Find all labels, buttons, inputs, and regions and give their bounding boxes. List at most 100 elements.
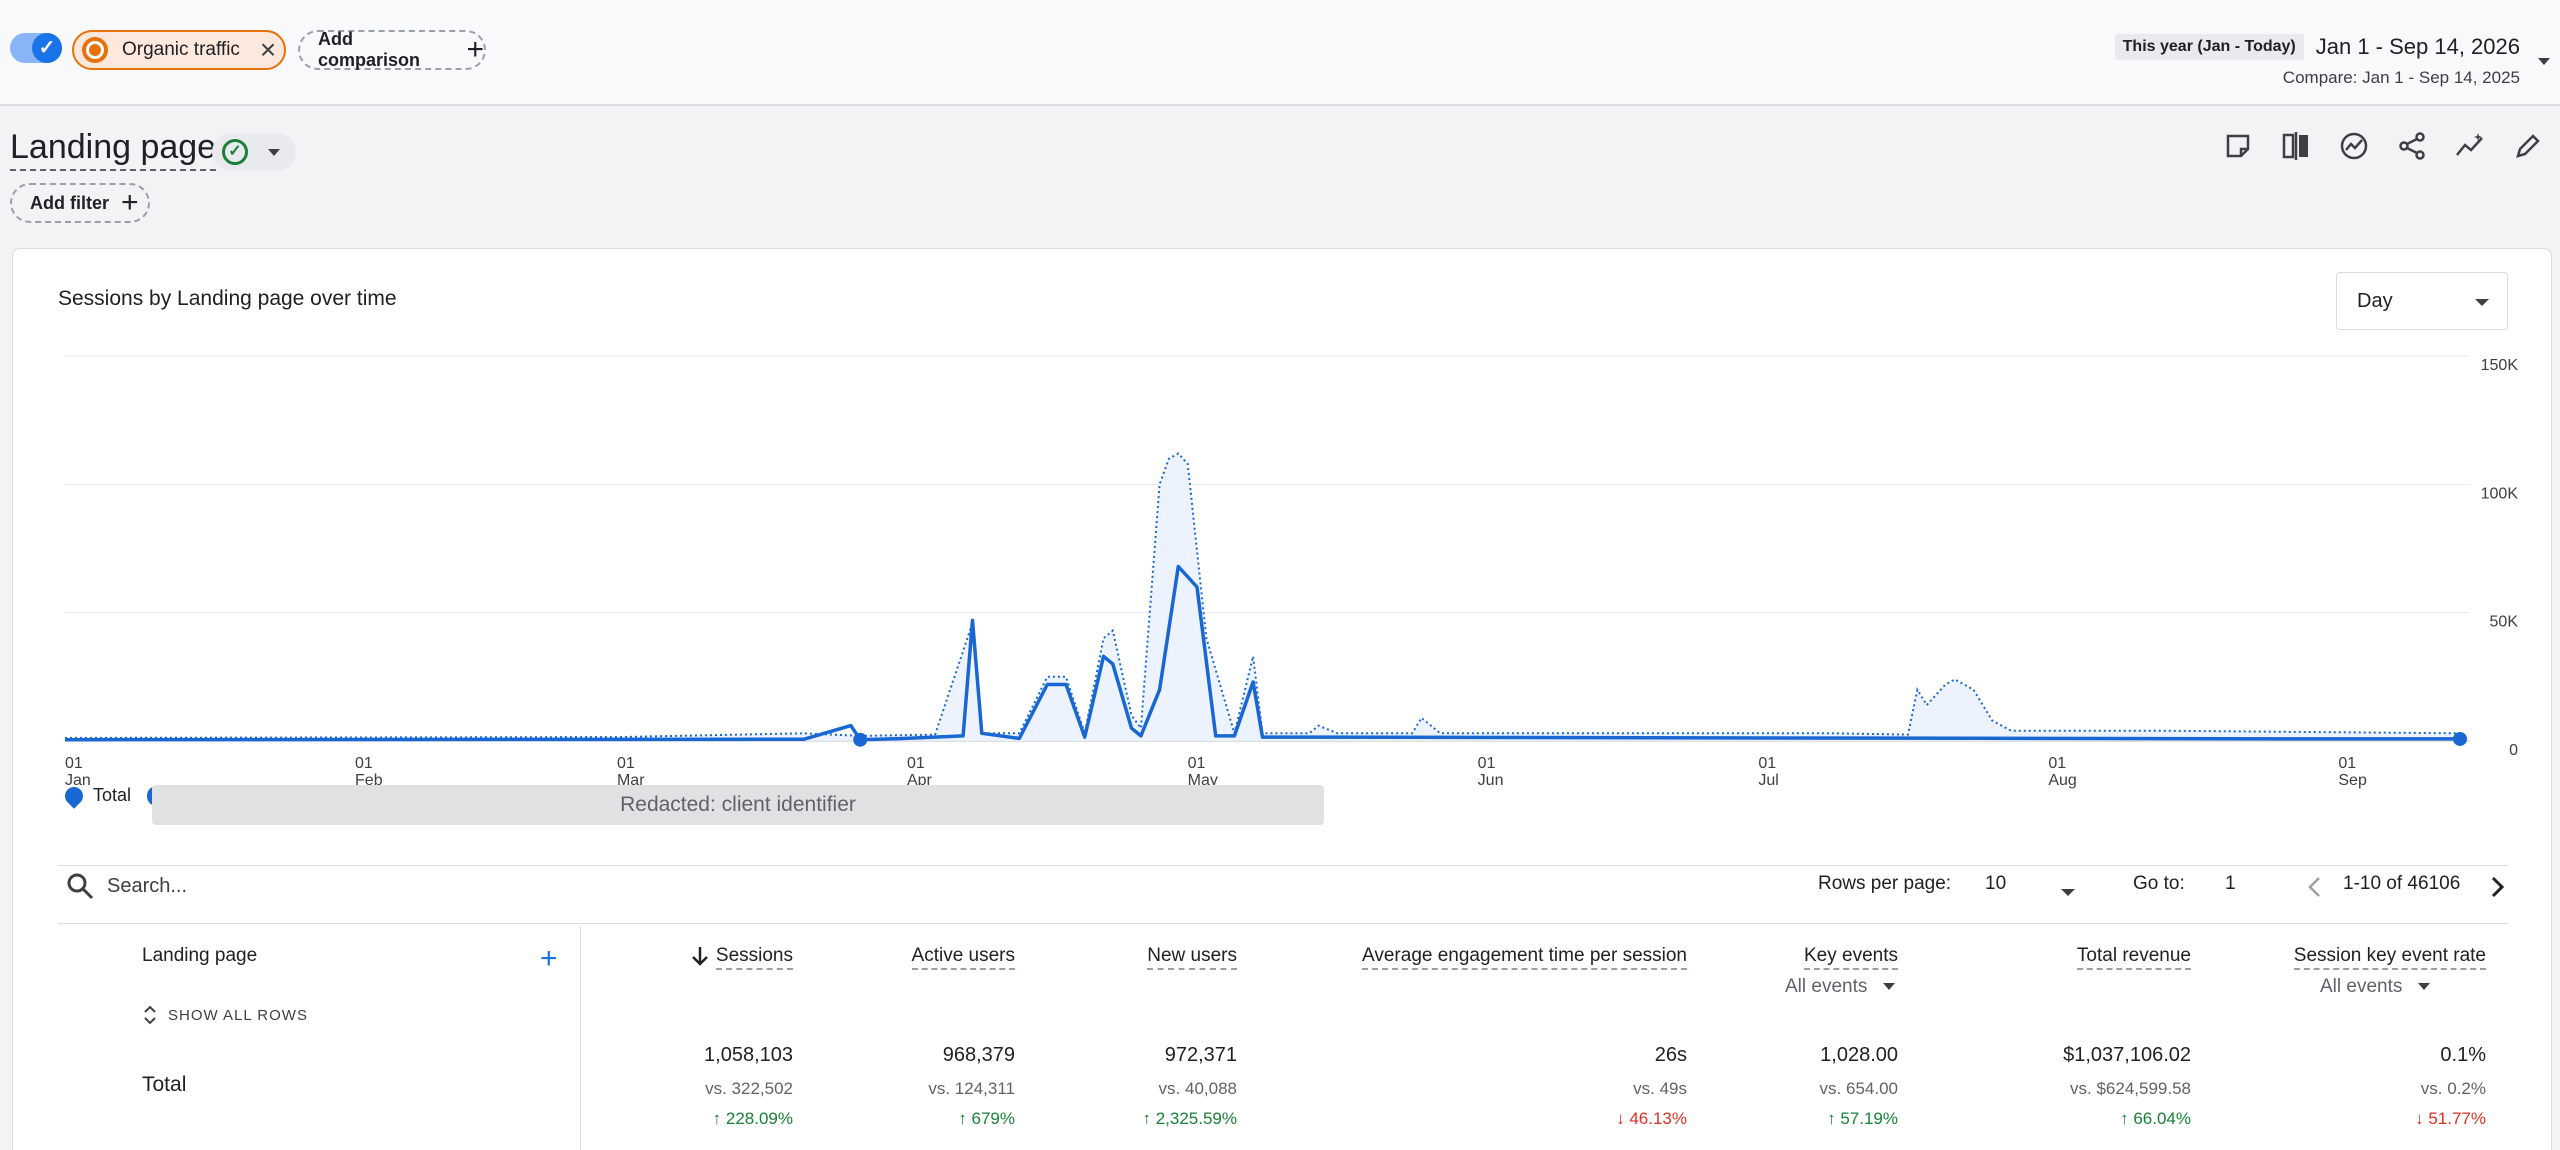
add-filter-label: Add filter xyxy=(30,192,109,213)
y-tick-label: 150K xyxy=(2481,357,2519,374)
y-tick-label: 0 xyxy=(2509,742,2518,759)
plus-icon: + xyxy=(121,186,139,219)
key-events-filter[interactable]: All events xyxy=(1785,976,1896,998)
column-header-key-events[interactable]: Key events xyxy=(1804,945,1898,970)
granularity-select[interactable]: Day xyxy=(2336,272,2508,330)
goto-input[interactable]: 1 xyxy=(2225,873,2236,894)
trend-icon[interactable] xyxy=(2452,128,2488,164)
legend-marker xyxy=(61,782,87,809)
chevron-down-icon[interactable] xyxy=(2538,58,2550,65)
plus-icon: + xyxy=(466,33,484,66)
show-all-rows-label: SHOW ALL ROWS xyxy=(168,1006,308,1024)
column-divider xyxy=(580,926,581,1150)
filter-value: All events xyxy=(2320,976,2403,997)
close-icon[interactable]: × xyxy=(259,34,277,65)
top-bar: ✓ Organic traffic × Add comparison + Thi… xyxy=(0,0,2560,106)
page-range: 1-10 of 46106 xyxy=(2343,873,2461,894)
segment-chip[interactable]: Organic traffic × xyxy=(72,30,286,70)
chevron-down-icon xyxy=(1883,983,1896,991)
add-dimension-icon[interactable]: + xyxy=(540,942,558,975)
comparison-value: vs. 654.00 xyxy=(1819,1079,1898,1098)
change-percent: ↓ 51.77% xyxy=(2415,1109,2486,1128)
add-comparison-button[interactable]: Add comparison + xyxy=(298,29,486,70)
change-percent: ↑ 66.04% xyxy=(2120,1109,2191,1128)
x-tick-label: 01 xyxy=(617,755,635,772)
column-name: Active users xyxy=(911,945,1015,970)
comparison-series-line xyxy=(64,452,2461,739)
report-status-dropdown[interactable]: ✓ xyxy=(212,133,296,171)
total-cell: 1,028.00 vs. 654.00 ↑ 57.19% xyxy=(1820,1044,1898,1129)
column-header-sessions[interactable]: Sessions xyxy=(690,945,793,971)
divider xyxy=(58,865,2508,866)
column-header-landing-page[interactable]: Landing page xyxy=(142,945,258,966)
column-header-active-users[interactable]: Active users xyxy=(911,945,1015,970)
show-all-rows-button[interactable]: SHOW ALL ROWS xyxy=(142,1004,308,1026)
column-header-session-key-event-rate[interactable]: Session key event rate xyxy=(2293,945,2486,970)
note-icon[interactable] xyxy=(2220,128,2256,164)
x-tick-label: 01 xyxy=(907,755,925,772)
column-name: New users xyxy=(1147,945,1237,970)
date-range-picker[interactable]: This year (Jan - Today) Jan 1 - Sep 14, … xyxy=(2114,34,2520,88)
comparison-value: vs. $624,599.58 xyxy=(2070,1079,2191,1098)
divider xyxy=(58,923,2508,924)
x-tick-label: 01 xyxy=(1188,755,1206,772)
column-header-avg-engagement[interactable]: Average engagement time per session xyxy=(1362,945,1687,970)
legend-total[interactable]: Total xyxy=(93,785,132,805)
chevron-down-icon[interactable] xyxy=(2061,889,2075,896)
segment-label: Organic traffic xyxy=(122,39,240,60)
x-tick-label: Apr xyxy=(907,772,933,789)
report-toolbar xyxy=(2220,128,2546,164)
chevron-down-icon xyxy=(2418,983,2431,991)
comparison-area xyxy=(65,453,2460,741)
segment-icon xyxy=(82,37,108,63)
y-tick-label: 50K xyxy=(2490,614,2519,631)
granularity-value: Day xyxy=(2357,289,2393,312)
total-value: $1,037,106.02 xyxy=(2063,1044,2191,1066)
chevron-down-icon xyxy=(268,148,280,156)
change-percent: ↑ 57.19% xyxy=(1827,1109,1898,1128)
total-value: 0.1% xyxy=(2440,1044,2486,1066)
column-name: Session key event rate xyxy=(2293,945,2486,970)
line-chart: 050K100K150K01Jan01Feb01Mar01Apr01May01J… xyxy=(64,355,2519,789)
chevron-left-icon[interactable] xyxy=(2305,875,2325,899)
total-cell: 0.1% vs. 0.2% ↓ 51.77% xyxy=(2415,1044,2486,1129)
total-value: 26s xyxy=(1654,1044,1687,1066)
add-filter-button[interactable]: Add filter + xyxy=(10,183,150,223)
annotation-marker xyxy=(853,732,868,747)
x-tick-label: Jul xyxy=(1758,772,1778,789)
edit-icon[interactable] xyxy=(2510,128,2546,164)
x-tick-label: 01 xyxy=(355,755,373,772)
rows-per-page-select[interactable]: 10 xyxy=(1985,873,2007,894)
column-header-new-users[interactable]: New users xyxy=(1147,945,1237,970)
x-tick-label: 01 xyxy=(1478,755,1496,772)
total-value: 1,058,103 xyxy=(704,1044,793,1066)
key-event-rate-filter[interactable]: All events xyxy=(2320,976,2431,998)
change-percent: ↑ 679% xyxy=(958,1109,1015,1128)
comparison-value: vs. 0.2% xyxy=(2420,1079,2486,1098)
goto-label: Go to: xyxy=(2133,873,2185,894)
x-tick-label: 01 xyxy=(2338,755,2356,772)
comparison-toggle[interactable]: ✓ xyxy=(10,33,62,63)
page-title[interactable]: Landing page xyxy=(10,128,217,171)
share-icon[interactable] xyxy=(2394,128,2430,164)
total-cell: 26s vs. 49s ↓ 46.13% xyxy=(1616,1044,1687,1129)
search-input[interactable] xyxy=(107,869,707,903)
x-tick-label: 01 xyxy=(1758,755,1776,772)
total-value: 1,028.00 xyxy=(1820,1044,1898,1066)
check-circle-icon: ✓ xyxy=(222,139,248,165)
compare-icon[interactable] xyxy=(2278,128,2314,164)
insights-icon[interactable] xyxy=(2336,128,2372,164)
comparison-value: vs. 49s xyxy=(1633,1079,1687,1098)
chevron-right-icon[interactable] xyxy=(2487,875,2507,899)
column-name: Key events xyxy=(1804,945,1898,970)
chart-title: Sessions by Landing page over time xyxy=(58,287,397,310)
filter-value: All events xyxy=(1785,976,1868,997)
expand-icon xyxy=(144,1005,156,1025)
report-card: Sessions by Landing page over time Day 0… xyxy=(12,248,2552,1150)
change-percent: ↑ 228.09% xyxy=(712,1109,793,1128)
total-cell: 968,379 vs. 124,311 ↑ 679% xyxy=(928,1044,1015,1129)
column-name: Average engagement time per session xyxy=(1362,945,1687,970)
column-header-total-revenue[interactable]: Total revenue xyxy=(2076,945,2191,970)
x-tick-label: Jun xyxy=(1478,772,1504,789)
y-tick-label: 100K xyxy=(2481,485,2519,502)
